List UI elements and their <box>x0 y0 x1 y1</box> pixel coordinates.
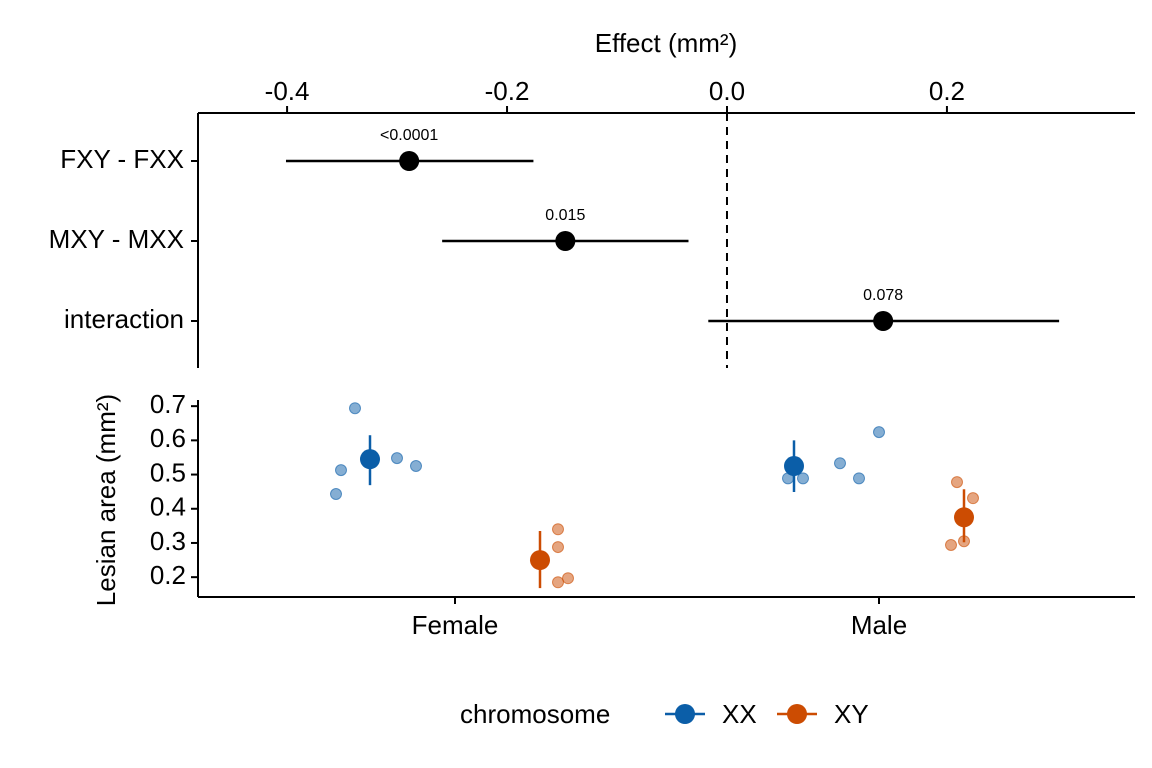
x-tick-label: -0.4 <box>265 76 310 106</box>
x-tick-label: -0.2 <box>485 76 530 106</box>
x-tick-label: 0.0 <box>709 76 745 106</box>
y-tick-label: MXY - MXX <box>49 224 184 254</box>
legend-label: XY <box>834 699 869 729</box>
legend-key-point <box>787 704 807 724</box>
y-axis-title: Lesian area (mm²) <box>91 394 121 606</box>
estimate-point <box>873 311 894 331</box>
x-tick-label: Female <box>412 610 499 640</box>
raw-point <box>873 426 885 439</box>
p-value-label: 0.078 <box>863 287 903 304</box>
y-tick-label: 0.5 <box>150 457 186 487</box>
raw-point <box>391 452 403 465</box>
raw-point <box>552 541 564 554</box>
raw-point <box>330 488 342 501</box>
mean-point <box>954 507 974 528</box>
mean-point <box>360 449 380 470</box>
y-tick-label: 0.7 <box>150 389 186 419</box>
x-axis-title: Effect (mm²) <box>595 28 738 58</box>
raw-point <box>967 492 979 505</box>
y-tick-label: 0.2 <box>150 560 186 590</box>
legend-label: XX <box>722 699 757 729</box>
estimate-point <box>555 231 576 251</box>
y-tick-label: interaction <box>64 304 184 334</box>
p-value-label: <0.0001 <box>380 127 438 144</box>
raw-point <box>834 457 846 470</box>
y-tick-label: FXY - FXX <box>60 144 184 174</box>
p-value-label: 0.015 <box>545 207 585 224</box>
raw-point <box>797 472 809 485</box>
legend-title: chromosome <box>460 699 610 729</box>
x-tick-label: Male <box>851 610 907 640</box>
estimate-point <box>399 151 420 171</box>
raw-point <box>552 523 564 536</box>
mean-point <box>784 456 804 477</box>
y-tick-label: 0.4 <box>150 492 186 522</box>
legend-key-point <box>675 704 695 724</box>
raw-point <box>562 572 574 585</box>
y-tick-label: 0.6 <box>150 423 186 453</box>
raw-point <box>410 460 422 473</box>
raw-point <box>349 402 361 415</box>
raw-point <box>552 576 564 589</box>
raw-point <box>945 539 957 552</box>
y-tick-label: 0.3 <box>150 526 186 556</box>
raw-point <box>951 476 963 489</box>
x-tick-label: 0.2 <box>929 76 965 106</box>
raw-point <box>335 464 347 477</box>
mean-point <box>530 550 550 571</box>
raw-point <box>853 472 865 485</box>
